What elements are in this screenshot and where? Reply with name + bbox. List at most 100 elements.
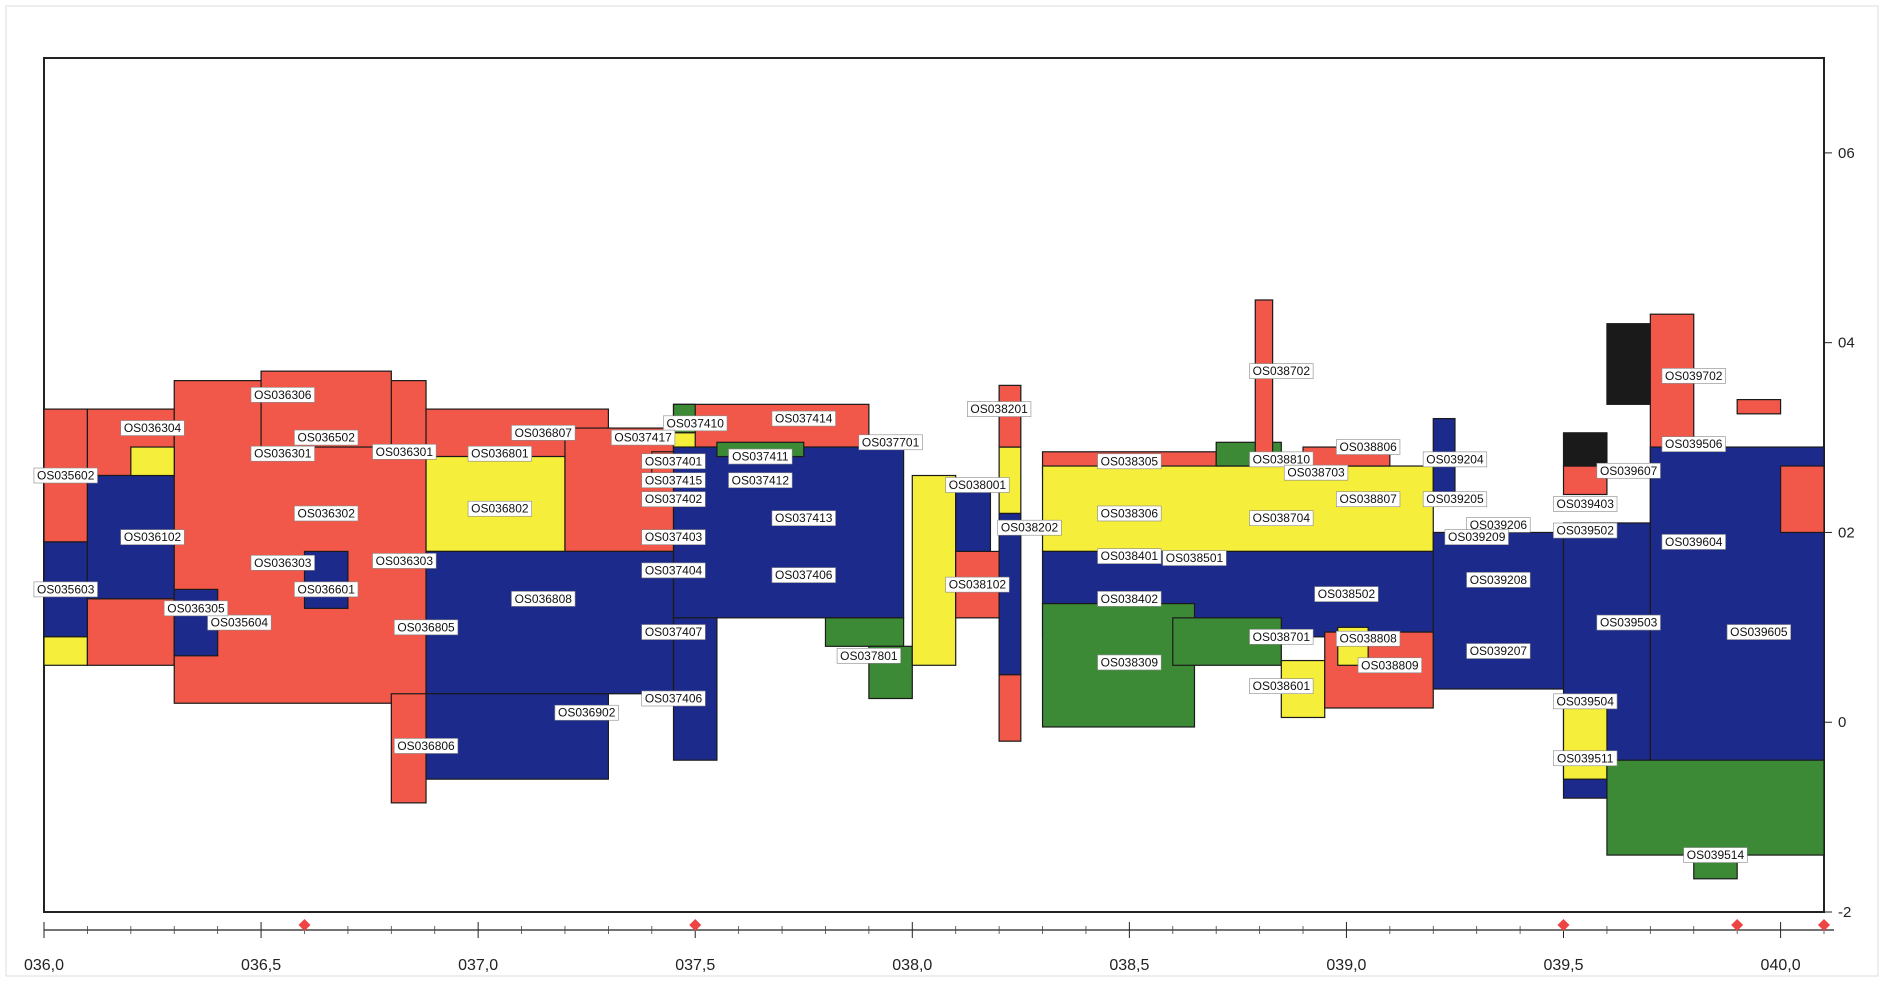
parcel-label: OS039403 (1553, 496, 1618, 512)
parcel-label-text: OS039511 (1557, 751, 1614, 765)
parcel-label-text: OS038808 (1339, 632, 1397, 646)
parcel-label-bg (393, 619, 459, 636)
parcel-label: OS039511 (1553, 750, 1618, 767)
block-red (1736, 399, 1782, 415)
parcel-label-bg (467, 445, 532, 462)
parcel-label: OS038807 (1336, 491, 1401, 508)
parcel-label-text: OS036303 (254, 556, 312, 570)
x-tick-label: 037,5 (675, 957, 715, 974)
parcel-label-bg (858, 434, 923, 451)
parcel-label: OS036502 (294, 429, 359, 446)
parcel-label-bg (967, 401, 1032, 417)
parcel-label: OS038501 (1162, 550, 1227, 566)
parcel-label-text: OS036807 (515, 426, 573, 440)
parcel-label-text: OS038806 (1339, 440, 1397, 454)
parcel-label-text: OS038402 (1101, 592, 1159, 606)
parcel-label-bg (33, 467, 98, 484)
parcel-label-bg (294, 429, 359, 446)
parcel-label-text: OS036805 (397, 620, 455, 634)
km-marker-diamond (1818, 919, 1830, 931)
parcel-label-bg (33, 581, 98, 598)
block-blue (425, 550, 675, 695)
parcel-label-bg (120, 420, 185, 436)
parcel-label: OS036102 (120, 529, 185, 545)
parcel-label-bg (511, 425, 576, 441)
parcel-label-text: OS039607 (1600, 464, 1658, 478)
parcel-label-text: OS039605 (1730, 625, 1788, 639)
parcel-label: OS036303 (372, 553, 437, 569)
parcel-label-bg (1661, 436, 1726, 452)
parcel-label-text: OS036302 (297, 506, 355, 520)
parcel-label: OS038810 (1249, 451, 1314, 468)
parcel-label: OS038806 (1336, 439, 1401, 455)
parcel-label-bg (1097, 591, 1162, 607)
x-tick-label: 039,5 (1543, 957, 1583, 974)
parcel-label-bg (641, 562, 706, 579)
parcel-label-bg (511, 591, 576, 607)
parcel-label-bg (372, 553, 437, 569)
parcel-label-bg (372, 443, 437, 460)
parcel-label-text: OS039403 (1557, 497, 1615, 511)
parcel-label-bg (641, 624, 706, 640)
parcel-label-text: OS037701 (862, 435, 920, 449)
parcel-label-text: OS039209 (1448, 530, 1506, 544)
parcel-label: OS038808 (1336, 630, 1401, 647)
parcel-label-bg (1422, 451, 1488, 468)
parcel-label-bg (294, 581, 359, 598)
y-tick-label: 0 (1838, 714, 1846, 731)
parcel-label-text: OS039702 (1665, 369, 1723, 383)
parcel-label: OS039503 (1596, 614, 1661, 631)
parcel-label-bg (836, 647, 901, 664)
parcel-label-text: OS038306 (1101, 506, 1159, 520)
parcel-label-bg (1283, 464, 1349, 481)
km-marker-diamond (1557, 919, 1570, 931)
parcel-label-text: OS036102 (124, 530, 182, 544)
parcel-label-text: OS039205 (1426, 492, 1484, 506)
parcel-label-text: OS039503 (1600, 616, 1658, 630)
parcel-label-bg (1097, 453, 1162, 470)
parcel-label: OS036808 (511, 591, 576, 607)
parcel-label: OS039205 (1422, 491, 1488, 508)
parcel-label: OS038402 (1097, 591, 1162, 607)
parcel-label: OS038309 (1097, 654, 1162, 671)
parcel-label: OS039506 (1661, 436, 1726, 452)
parcel-label: OS039207 (1466, 643, 1531, 659)
parcel-label-text: OS037403 (645, 530, 703, 544)
parcel-label-text: OS039204 (1426, 452, 1484, 466)
parcel-label-text: OS038201 (970, 402, 1028, 416)
parcel-label-text: OS039502 (1557, 524, 1615, 538)
block-green (824, 617, 905, 647)
parcel-label-text: OS037406 (645, 692, 703, 706)
parcel-label-text: OS039206 (1470, 518, 1528, 532)
block-blue (998, 512, 1022, 676)
parcel-label-text: OS035603 (37, 582, 95, 596)
parcel-label-bg (294, 505, 359, 522)
parcel-label-text: OS036808 (515, 592, 573, 606)
parcel-label: OS037401 (641, 453, 706, 470)
parcel-label: OS039702 (1661, 368, 1726, 384)
parcel-label: OS038704 (1249, 510, 1314, 527)
parcel-label: OS037406 (771, 567, 836, 583)
parcel-label-bg (163, 600, 229, 617)
parcel-label-text: OS037415 (645, 473, 703, 487)
parcel-label-text: OS038810 (1253, 452, 1311, 466)
parcel-label: OS037404 (641, 562, 706, 579)
parcel-label-text: OS039208 (1470, 573, 1528, 587)
parcel-label: OS039514 (1683, 847, 1748, 863)
parcel-label-text: OS037413 (775, 511, 833, 525)
parcel-label-text: OS036601 (297, 582, 355, 596)
parcel-label-text: OS036305 (167, 601, 225, 615)
parcel-label-text: OS036303 (376, 554, 434, 568)
parcel-label-bg (1661, 534, 1726, 550)
parcel-label: OS035604 (207, 614, 272, 631)
parcel-label: OS037417 (611, 429, 676, 446)
parcel-label: OS038809 (1357, 657, 1422, 674)
parcel-label-text: OS036802 (471, 502, 529, 516)
parcel-label: OS038001 (945, 477, 1010, 493)
parcel-label-text: OS036502 (297, 431, 355, 445)
parcel-label-bg (641, 491, 706, 508)
parcel-label: OS037414 (771, 410, 836, 427)
parcel-label-text: OS039514 (1687, 848, 1745, 862)
block-red (1254, 299, 1274, 467)
km-marker-diamond (1731, 919, 1744, 931)
